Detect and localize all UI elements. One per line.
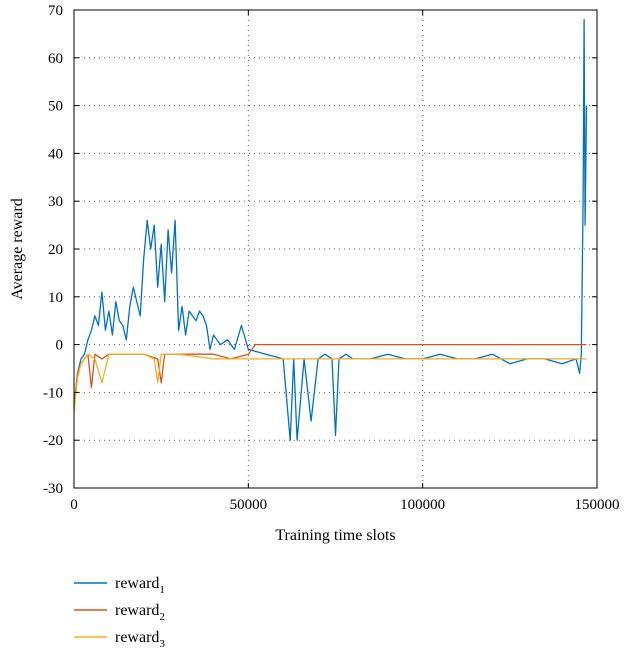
legend-label: reward3: [115, 629, 165, 650]
grid: [74, 10, 597, 488]
legend-entry-reward1: reward1: [74, 575, 165, 596]
series-lines: [73, 18, 588, 441]
y-tick-label: 50: [48, 99, 63, 115]
x-axis-label: Training time slots: [275, 527, 395, 544]
x-tick-label: 100000: [400, 497, 445, 513]
legend: reward1 reward2 reward3: [74, 575, 165, 650]
y-tick-label: -10: [43, 385, 63, 401]
series-line-reward3: [73, 353, 587, 412]
y-tick-label: 0: [56, 338, 64, 354]
y-axis-label: Average reward: [9, 198, 26, 299]
y-tick-label: 30: [48, 194, 63, 210]
y-tick-label: 10: [48, 290, 63, 306]
y-tick-label: -30: [43, 481, 63, 497]
x-tick-label: 0: [70, 497, 78, 513]
x-tick-label: 50000: [230, 497, 268, 513]
y-tick-label: 70: [48, 3, 63, 19]
legend-label: reward1: [115, 575, 165, 596]
legend-label: reward2: [115, 602, 165, 623]
x-tick-label: 150000: [575, 497, 620, 513]
series-line-reward1: [73, 18, 588, 441]
y-tick-label: 60: [48, 51, 63, 67]
axis-ticks: 0 50000 100000 150000 -30 -20 -10 0 10 20 30 40 50 60…: [43, 3, 620, 513]
y-tick-label: -20: [43, 433, 63, 449]
legend-entry-reward3: reward3: [74, 629, 165, 650]
series-line-reward2: [73, 343, 587, 407]
legend-entry-reward2: reward2: [74, 602, 165, 623]
y-tick-label: 40: [48, 146, 63, 162]
axes-frame: [73, 9, 598, 489]
y-tick-label: 20: [48, 242, 63, 258]
